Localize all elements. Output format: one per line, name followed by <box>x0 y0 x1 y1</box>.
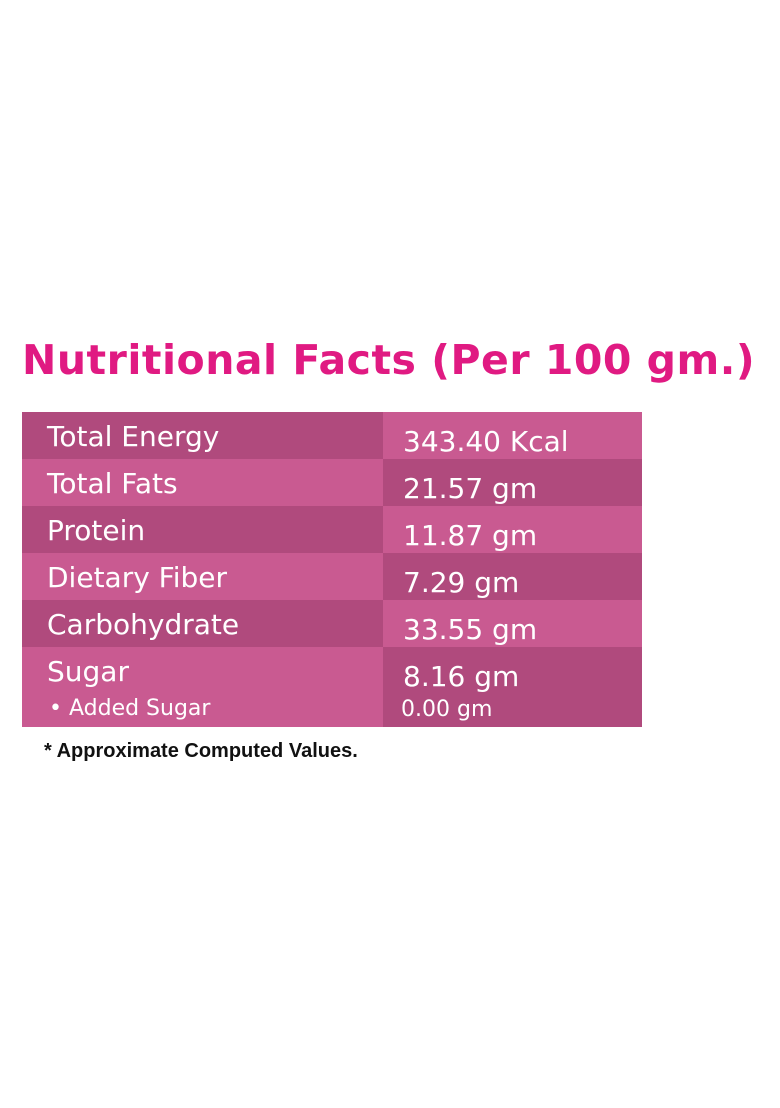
nutrient-value: 11.87 gm <box>403 519 538 552</box>
table-row: Total Fats 21.57 gm <box>22 459 642 506</box>
table-row: Carbohydrate 33.55 gm <box>22 600 642 647</box>
value-cell: 21.57 gm <box>383 459 642 506</box>
nutrient-value: 33.55 gm <box>403 613 538 646</box>
nutrition-table: Total Energy 343.40 Kcal Total Fats 21.57 g… <box>22 412 642 727</box>
value-cell: 33.55 gm <box>383 600 642 647</box>
nutrient-cell: Sugar • Added Sugar <box>22 647 383 727</box>
nutrient-cell: Protein <box>22 506 383 553</box>
nutrient-cell: Carbohydrate <box>22 600 383 647</box>
title: Nutritional Facts (Per 100 gm.) <box>22 336 756 384</box>
nutrient-cell: Dietary Fiber <box>22 553 383 600</box>
nutrient-label: Carbohydrate <box>47 608 240 641</box>
nutrient-label: Protein <box>47 514 146 547</box>
footnote: * Approximate Computed Values. <box>44 740 358 762</box>
nutrient-value: 7.29 gm <box>403 566 520 599</box>
nutrient-value: 21.57 gm <box>403 472 538 505</box>
nutrient-label: Total Fats <box>47 467 178 500</box>
value-cell: 7.29 gm <box>383 553 642 600</box>
table-row: Total Energy 343.40 Kcal <box>22 412 642 459</box>
table-row: Dietary Fiber 7.29 gm <box>22 553 642 600</box>
value-cell: 8.16 gm 0.00 gm <box>383 647 642 727</box>
nutrient-value: 343.40 Kcal <box>403 425 569 458</box>
nutrient-cell: Total Fats <box>22 459 383 506</box>
table-row: Sugar • Added Sugar 8.16 gm 0.00 gm <box>22 647 642 727</box>
value-cell: 11.87 gm <box>383 506 642 553</box>
nutrient-label: Dietary Fiber <box>47 561 228 594</box>
table-row: Protein 11.87 gm <box>22 506 642 553</box>
sub-value: 0.00 gm <box>401 697 493 722</box>
nutrient-label: Sugar <box>47 655 129 688</box>
value-cell: 343.40 Kcal <box>383 412 642 459</box>
nutrient-cell: Total Energy <box>22 412 383 459</box>
nutrient-value: 8.16 gm <box>403 660 520 693</box>
sub-label: • Added Sugar <box>49 696 211 721</box>
nutrient-label: Total Energy <box>47 420 220 453</box>
